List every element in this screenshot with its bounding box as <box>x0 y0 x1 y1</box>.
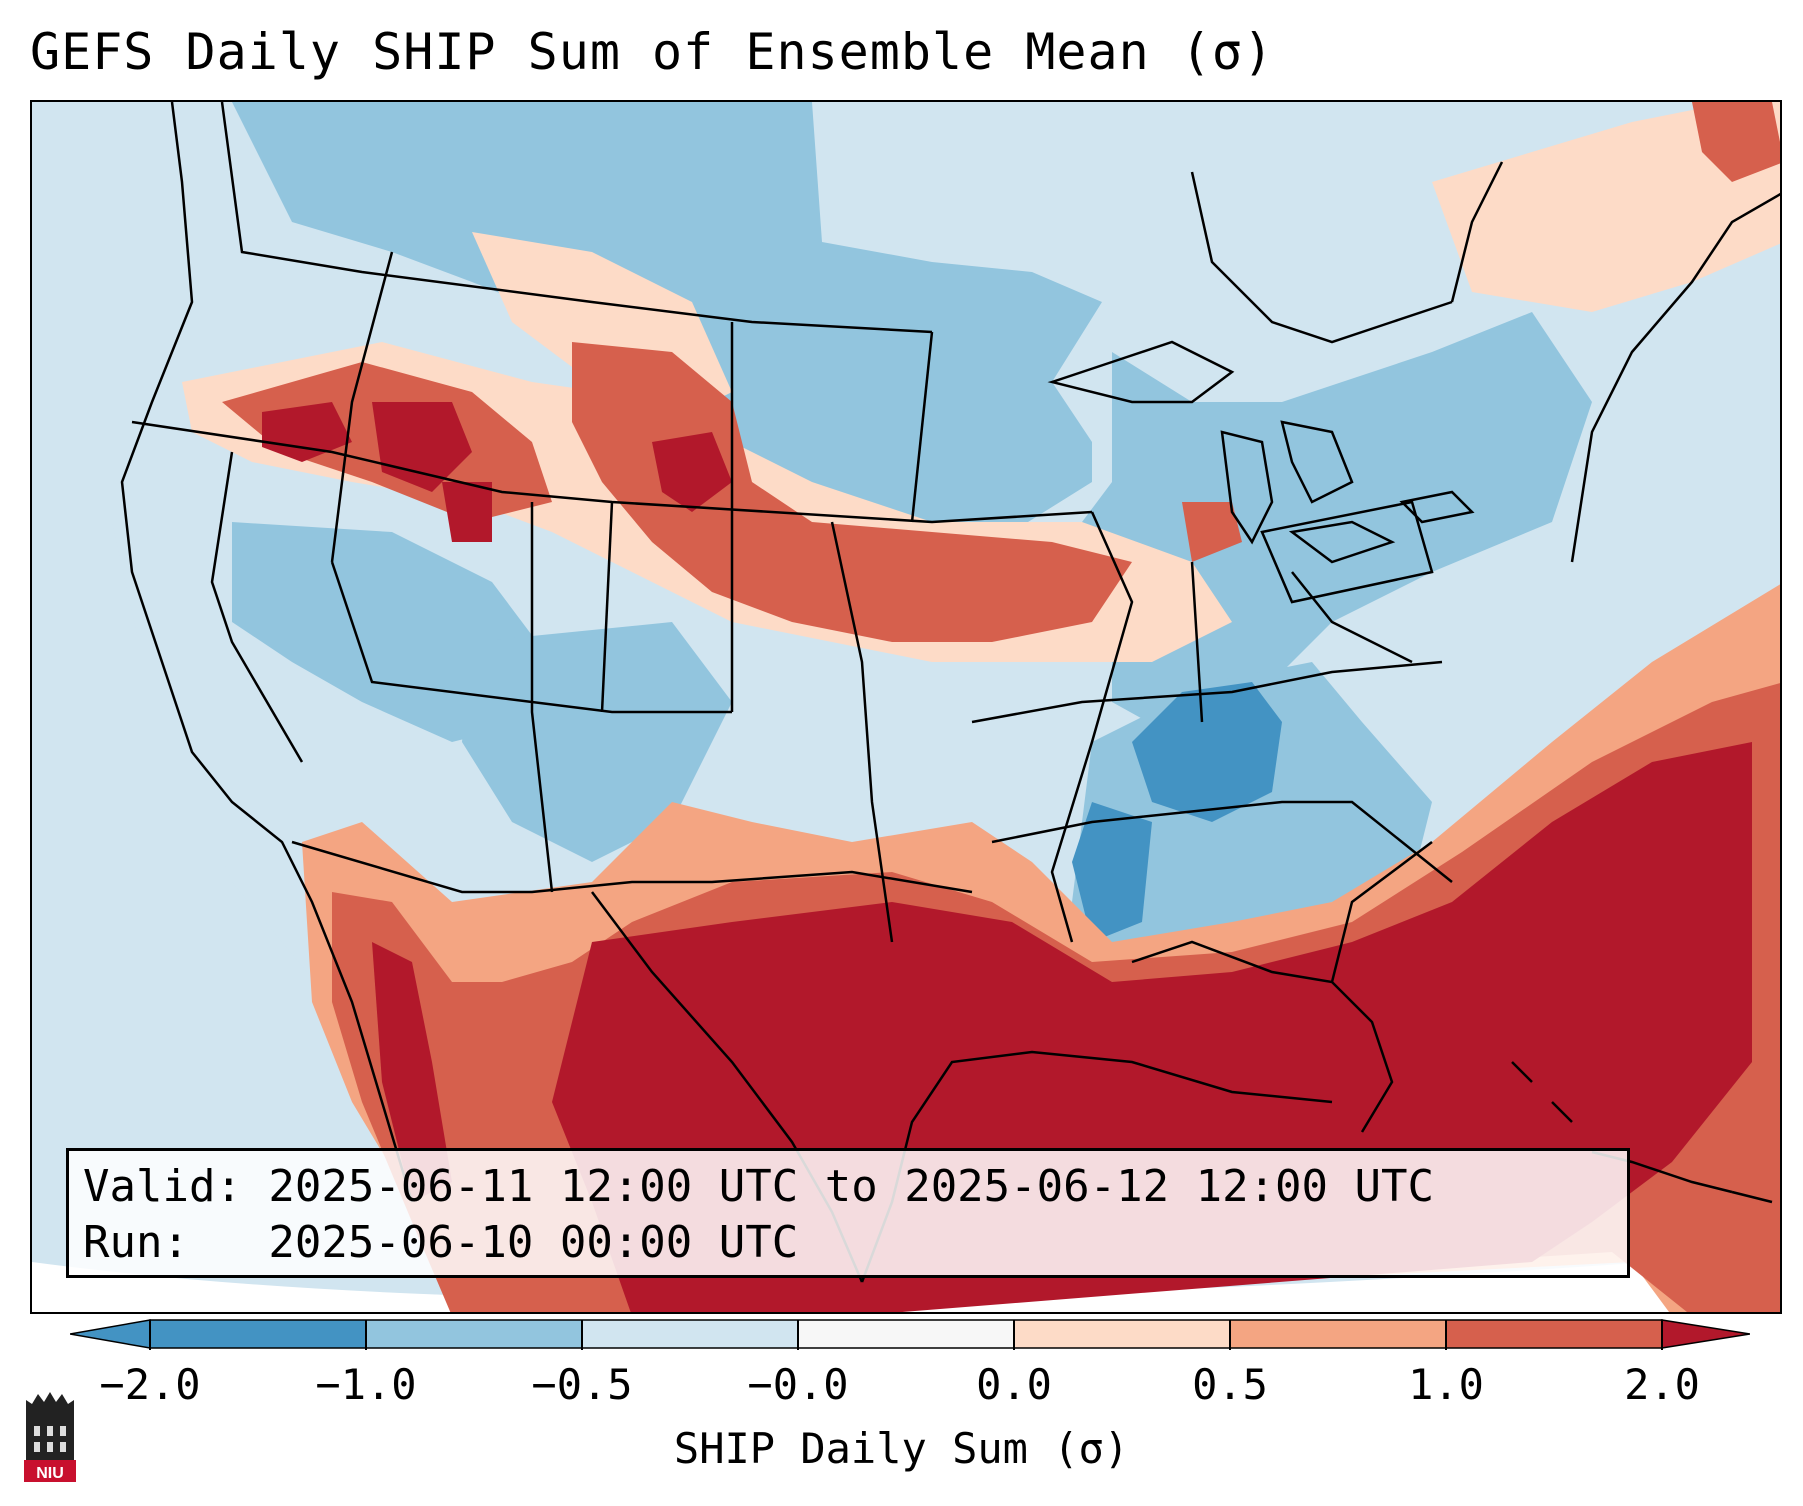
field-core-blue <box>1132 682 1282 822</box>
colorbar-tick-label: −2.0 <box>99 1360 201 1409</box>
colorbar-segment <box>366 1320 582 1348</box>
colorbar-label: SHIP Daily Sum (σ) <box>673 1424 1130 1473</box>
field-core-red-1 <box>262 402 352 462</box>
field-core-red-4 <box>442 482 492 542</box>
field-baja-core <box>372 942 452 1202</box>
colorbar-segment <box>1446 1320 1662 1348</box>
boundaries <box>120 102 1780 1283</box>
logo-text: NIU <box>36 1465 64 1482</box>
run-line: Run: 2025-06-10 00:00 UTC <box>83 1217 799 1268</box>
map-panel <box>30 100 1782 1314</box>
colorbar-extend-low <box>70 1319 151 1349</box>
colorbar-tick-label: −0.5 <box>531 1360 633 1409</box>
valid-line: Valid: 2025-06-11 12:00 UTC to 2025-06-1… <box>83 1161 1435 1212</box>
field-core-red-2 <box>372 402 472 492</box>
colorbar-tick-label: −1.0 <box>315 1360 417 1409</box>
colorbar <box>70 1319 1750 1350</box>
colorbar-tick-label: 1.0 <box>1408 1360 1484 1409</box>
colorbar-segment <box>1230 1320 1446 1348</box>
logo-tower-top <box>26 1392 74 1420</box>
info-box: Valid: 2025-06-11 12:00 UTC to 2025-06-1… <box>66 1148 1630 1278</box>
colorbar-tick-label: −0.0 <box>747 1360 849 1409</box>
map-svg <box>32 102 1780 1312</box>
colorbar-tick-label: 0.5 <box>1192 1360 1268 1409</box>
colorbar-extend-high <box>1661 1319 1750 1349</box>
field-plains-red <box>572 342 1132 642</box>
logo-band <box>24 1460 76 1482</box>
field-rockies-blue <box>462 622 732 862</box>
colorbar-tick-label: 2.0 <box>1624 1360 1700 1409</box>
niu-logo: NIU <box>24 1392 76 1482</box>
field-canada-red <box>1692 102 1780 182</box>
field-core-blue-2 <box>1072 802 1152 942</box>
colorbar-segment <box>798 1320 1014 1348</box>
colorbar-segment <box>150 1320 366 1348</box>
field-core-red-3 <box>652 432 732 512</box>
field-east-blue <box>1082 312 1592 752</box>
colorbar-segment <box>1014 1320 1230 1348</box>
colorbar-tick-label: 0.0 <box>976 1360 1052 1409</box>
colorbar-segment <box>582 1320 798 1348</box>
great-lakes <box>1047 340 1475 564</box>
colorbar-ticks <box>149 1320 1663 1350</box>
map-title: GEFS Daily SHIP Sum of Ensemble Mean (σ) <box>30 23 1275 81</box>
field-lakes-red <box>1182 502 1242 562</box>
field-canada-light <box>1432 102 1780 312</box>
